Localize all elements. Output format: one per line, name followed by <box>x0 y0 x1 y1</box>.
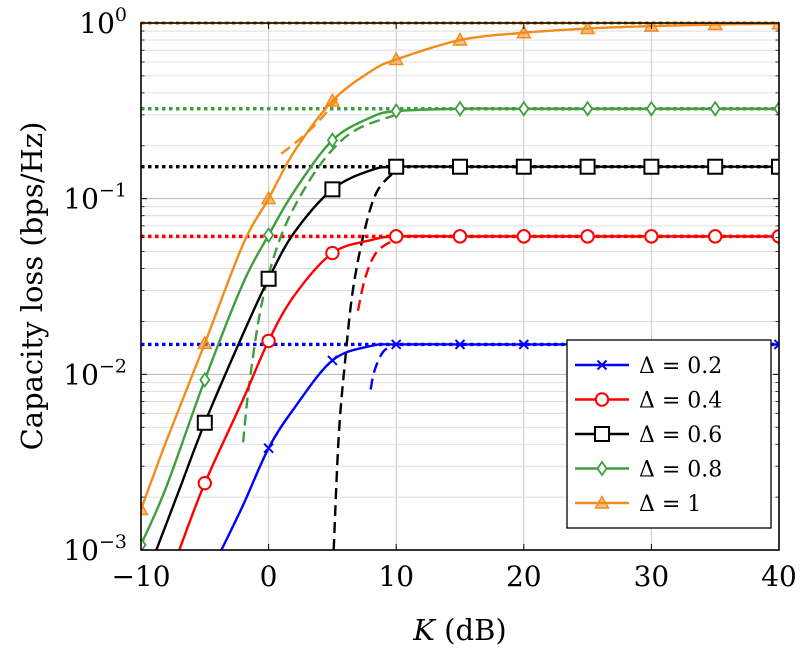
legend-marker-0 <box>596 359 608 371</box>
data-point-2 <box>260 270 277 287</box>
data-point-3 <box>773 100 779 117</box>
data-point-2 <box>643 158 660 175</box>
data-point-3 <box>390 103 402 120</box>
y-tick-exponent: −3 <box>99 531 127 553</box>
data-point-0-stroke <box>263 442 274 454</box>
legend: Δ = 0.2 Δ = 0.4 Δ = 0.6 Δ = 0.8 Δ = 1 <box>566 339 772 529</box>
data-point-2 <box>388 158 405 175</box>
x-tick-label: 0 <box>260 560 278 593</box>
y-tick-label: 100 <box>79 4 127 40</box>
data-point-0-stroke <box>773 343 779 350</box>
y-tick-exponent: 0 <box>115 4 127 26</box>
y-tick-base: 10 <box>63 358 99 391</box>
y-tick-label: 10−2 <box>63 355 127 391</box>
data-point-3 <box>582 100 594 117</box>
y-tick-base: 10 <box>63 534 99 567</box>
data-point-0-stroke <box>390 339 402 350</box>
y-tick-exponent: −1 <box>99 180 127 202</box>
legend-marker-2 <box>594 426 610 442</box>
y-tick-exponent: −2 <box>99 355 127 377</box>
data-point-1 <box>197 476 213 491</box>
data-point-4 <box>579 23 596 35</box>
approx-curve-3 <box>241 113 397 443</box>
approx-curve-1 <box>356 237 397 312</box>
x-axis-unit: (dB) <box>435 613 507 647</box>
data-point-4 <box>516 24 532 39</box>
x-tick-label: 40 <box>761 560 797 593</box>
series-markers <box>141 23 779 550</box>
approx-curve-2 <box>332 169 398 550</box>
data-point-0 <box>327 355 338 366</box>
data-point-2 <box>579 158 596 175</box>
x-tick-label: −10 <box>111 560 170 593</box>
legend-marker-1 <box>594 392 610 407</box>
data-point-3 <box>518 100 530 117</box>
legend-marker-4 <box>594 494 610 509</box>
x-axis-label: K (dB) <box>412 613 506 647</box>
data-point-0 <box>390 339 402 350</box>
data-point-1 <box>325 245 340 261</box>
x-tick-label: 10 <box>378 560 414 593</box>
y-tick-label: 10−3 <box>63 531 127 567</box>
data-point-1 <box>580 229 595 244</box>
data-point-4 <box>388 51 404 66</box>
data-point-3 <box>141 536 147 550</box>
x-axis-var: K <box>412 613 437 647</box>
legend-label-0: Δ = 0.2 <box>639 354 722 379</box>
data-point-3 <box>709 100 721 117</box>
data-point-1 <box>261 333 276 349</box>
data-point-3 <box>645 100 657 117</box>
data-point-4 <box>197 335 213 350</box>
data-point-1 <box>516 229 531 244</box>
data-point-2 <box>771 158 779 175</box>
data-point-1 <box>644 229 659 244</box>
data-point-4 <box>452 31 468 46</box>
y-axis-label: Capacity loss (bps/Hz) <box>15 122 49 451</box>
x-tick-label: 30 <box>634 560 670 593</box>
data-point-0 <box>518 339 530 350</box>
data-point-2 <box>515 158 532 175</box>
x-tick-label: 20 <box>506 560 542 593</box>
approx-curve-0 <box>369 343 397 390</box>
data-point-3 <box>263 227 275 244</box>
legend-label-3: Δ = 0.8 <box>639 458 722 483</box>
plot-frame <box>140 22 780 551</box>
data-point-2 <box>324 181 341 198</box>
data-point-0-stroke <box>773 339 779 346</box>
data-point-3 <box>199 371 211 388</box>
data-point-4 <box>324 92 341 107</box>
legend-label-2: Δ = 0.6 <box>639 423 722 448</box>
data-point-0 <box>773 339 779 350</box>
legend-marker-0-stroke <box>596 359 608 371</box>
data-point-3 <box>326 132 338 149</box>
legend-label-4: Δ = 1 <box>639 492 701 517</box>
legend-marker-3 <box>596 460 608 477</box>
data-point-1 <box>452 229 468 244</box>
data-point-3 <box>454 100 466 117</box>
data-point-2 <box>196 414 213 431</box>
data-point-1 <box>389 229 404 244</box>
data-point-0 <box>454 339 466 350</box>
data-point-4 <box>141 501 149 516</box>
data-point-0 <box>263 442 274 454</box>
y-tick-label: 10−1 <box>63 180 127 216</box>
series-line-2 <box>155 165 779 550</box>
data-point-0-stroke <box>454 339 466 350</box>
data-point-2 <box>452 158 468 175</box>
legend-label-1: Δ = 0.4 <box>639 389 722 414</box>
data-point-1 <box>708 229 723 244</box>
data-point-2 <box>707 158 724 175</box>
data-point-4 <box>260 190 277 205</box>
approximation-curves <box>241 96 398 550</box>
data-point-0-stroke <box>518 339 530 350</box>
y-tick-base: 10 <box>63 183 99 216</box>
series-line-1 <box>178 234 779 550</box>
y-tick-base: 10 <box>79 7 115 40</box>
data-point-0-stroke <box>327 355 338 366</box>
